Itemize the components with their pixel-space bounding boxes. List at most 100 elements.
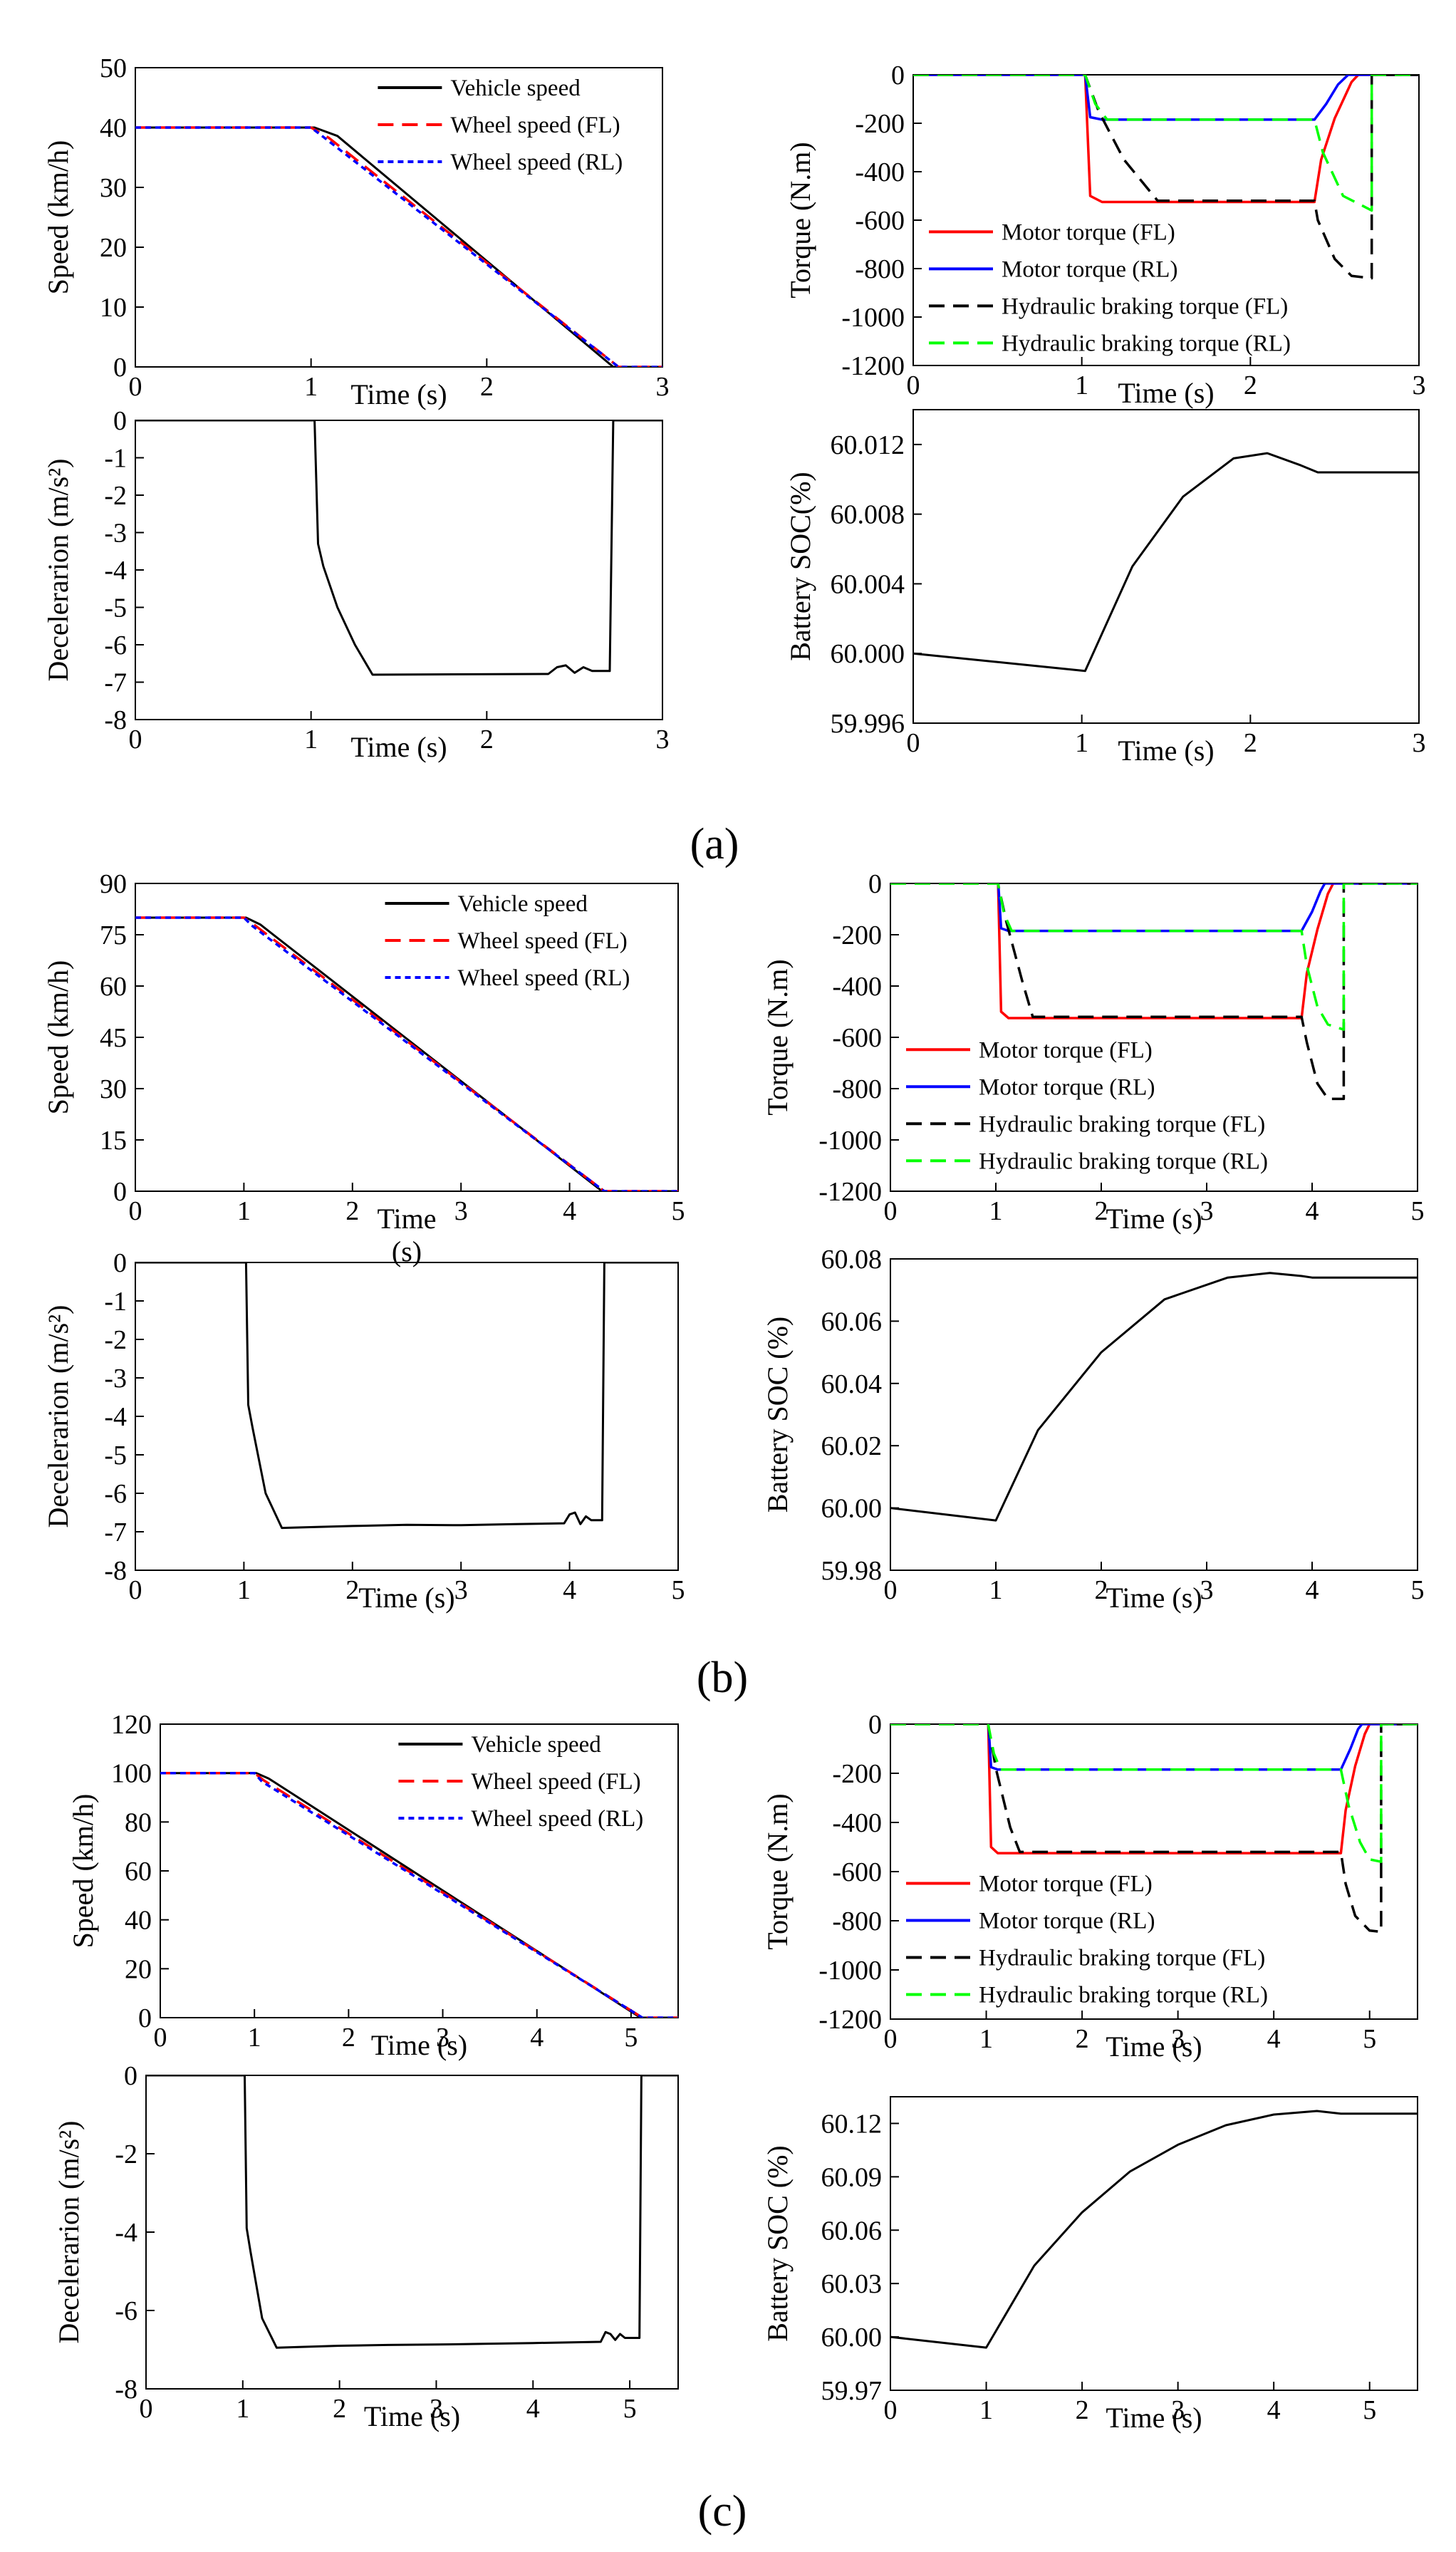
y-tick-label: 60.02: [821, 1431, 883, 1461]
y-tick-label: 0: [138, 2003, 152, 2033]
y-axis-label: Torque (N.m): [761, 959, 794, 1115]
x-tick-label: 4: [563, 1196, 576, 1226]
legend-entry: Vehicle speed: [450, 76, 581, 101]
y-tick-label: -1200: [818, 1177, 882, 1207]
x-tick-label: 0: [140, 2394, 153, 2424]
x-tick-label: 2: [342, 2023, 355, 2053]
y-tick-label: -2: [104, 1325, 127, 1355]
x-tick-label: 0: [129, 1196, 142, 1226]
legend-entry: Vehicle speed: [458, 891, 588, 917]
legend-entry: Motor torque (RL): [979, 1074, 1155, 1100]
y-tick-label: 0: [113, 406, 127, 436]
x-tick-label: 2: [1095, 1575, 1108, 1605]
y-tick-label: -1000: [818, 1956, 882, 1986]
legend-entry: Wheel speed (FL): [471, 1769, 640, 1795]
legend-entry: Motor torque (RL): [979, 1909, 1155, 1934]
chart-a-torque: 0 1 2 3 0 -200 -400 -600 -800 -1000 -1200 Time (s) T…: [784, 61, 1426, 409]
y-tick-label: 20: [100, 233, 127, 263]
y-tick-label: -3: [104, 1364, 127, 1394]
x-tick-label: 3: [1413, 728, 1426, 758]
x-tick-label: 1: [1075, 728, 1088, 758]
y-tick-label: -600: [855, 206, 905, 236]
y-axis-label: Battery SOC (%): [761, 1317, 794, 1513]
x-tick-label: 1: [979, 2024, 993, 2054]
y-tick-label: -1000: [818, 1126, 882, 1156]
y-axis-label: Battery SOC(%): [784, 472, 816, 661]
y-axis-label: Speed (km/h): [42, 140, 74, 295]
x-tick-label: 3: [1171, 2395, 1185, 2425]
y-tick-label: 40: [100, 113, 127, 143]
x-tick-label: 5: [1411, 1575, 1425, 1605]
y-tick-label: 60: [100, 972, 127, 1002]
y-tick-label: 0: [868, 869, 882, 899]
x-tick-label: 4: [563, 1575, 576, 1605]
series-line-deceleration: [146, 2075, 678, 2349]
series-line-wheel-speed-rl-: [135, 916, 678, 1191]
x-tick-label: 1: [236, 2394, 249, 2424]
panel-label-a: (a): [690, 820, 739, 868]
y-tick-label: -4: [115, 2218, 137, 2248]
legend-entry: Motor torque (RL): [1002, 256, 1177, 282]
x-tick-label: 1: [237, 1575, 251, 1605]
x-tick-label: 0: [884, 2395, 898, 2425]
legend-entry: Hydraulic braking torque (FL): [1002, 294, 1288, 319]
panel-label-c: (c): [698, 2487, 747, 2536]
x-tick-label: 2: [480, 725, 494, 754]
x-axis-label: Time (s): [350, 378, 447, 410]
x-axis-label: Time (s): [1106, 1203, 1202, 1235]
series-line-motor-torque-rl-: [913, 75, 1419, 121]
x-tick-label: 2: [1095, 1196, 1108, 1226]
y-tick-label: 60.12: [821, 2109, 883, 2139]
y-tick-label: -1000: [841, 303, 905, 333]
y-tick-label: 80: [125, 1807, 152, 1837]
x-tick-label: 1: [979, 2395, 993, 2425]
series-line-battery-soc: [913, 452, 1419, 673]
y-tick-label: -4: [104, 1402, 127, 1432]
y-tick-label: 30: [100, 1074, 127, 1104]
x-tick-label: 4: [1306, 1575, 1319, 1605]
y-tick-label: -2: [104, 481, 127, 511]
legend-entry: Hydraulic braking torque (RL): [979, 1983, 1268, 2008]
x-tick-label: 2: [333, 2394, 346, 2424]
chart-b-torque: 0 1 2 3 4 5 0 -200 -400 -600 -800 -1000 -1200 Time (s…: [761, 869, 1425, 1235]
x-tick-label: 3: [1200, 1196, 1214, 1226]
x-tick-label: 0: [884, 1575, 898, 1605]
y-tick-label: 0: [113, 1248, 127, 1278]
chart-c-speed: 0 1 2 3 4 5 0 20 40 60 80 100 120 Time (s) Speed (km/h…: [67, 1710, 679, 2061]
axes-box: [135, 67, 663, 368]
x-axis-label: Time (s): [350, 731, 447, 763]
y-axis-label: Speed (km/h): [67, 1794, 99, 1949]
series-line-motor-torque-fl-: [913, 75, 1419, 204]
y-tick-label: 20: [125, 1954, 152, 1984]
y-tick-label: -800: [832, 1907, 882, 1936]
chart-a-decel: 0 1 2 3 0 -1 -2 -3 -4 -5 -6 -7 -8 Time (s) Decelerario…: [42, 406, 670, 763]
x-tick-label: 5: [1363, 2395, 1376, 2425]
y-tick-label: 60.008: [831, 500, 905, 530]
y-tick-label: 10: [100, 293, 127, 323]
legend-entry: Wheel speed (FL): [458, 928, 628, 954]
y-tick-label: -7: [104, 668, 127, 698]
x-tick-label: 5: [672, 1575, 685, 1605]
y-tick-label: 60.004: [831, 569, 905, 599]
y-tick-label: 50: [100, 53, 127, 83]
y-tick-label: 60.08: [821, 1245, 883, 1275]
series-line-battery-soc: [890, 1272, 1418, 1522]
y-axis-label: Torque (N.m): [761, 1793, 794, 1949]
chart-c-torque: 0 1 2 3 4 5 0 -200 -400 -600 -800 -1000 -1200 Time (s…: [761, 1710, 1418, 2063]
x-axis-label: Time (s): [364, 2400, 460, 2432]
y-tick-label: 30: [100, 173, 127, 203]
y-tick-label: -6: [104, 631, 127, 660]
x-tick-label: 0: [907, 370, 920, 400]
x-tick-label: 1: [989, 1196, 1003, 1226]
y-tick-label: 60: [125, 1857, 152, 1887]
x-tick-label: 0: [884, 1196, 898, 1226]
y-tick-label: -8: [104, 1556, 127, 1586]
legend-entry: Wheel speed (FL): [450, 113, 620, 138]
y-tick-label: -800: [832, 1074, 882, 1104]
y-tick-label: 59.97: [821, 2376, 883, 2406]
x-tick-label: 2: [1244, 370, 1257, 400]
x-axis-label: Time (s): [371, 2029, 467, 2061]
x-axis-label: Time (s): [1118, 735, 1214, 767]
legend-entry: Hydraulic braking torque (FL): [979, 1111, 1265, 1137]
